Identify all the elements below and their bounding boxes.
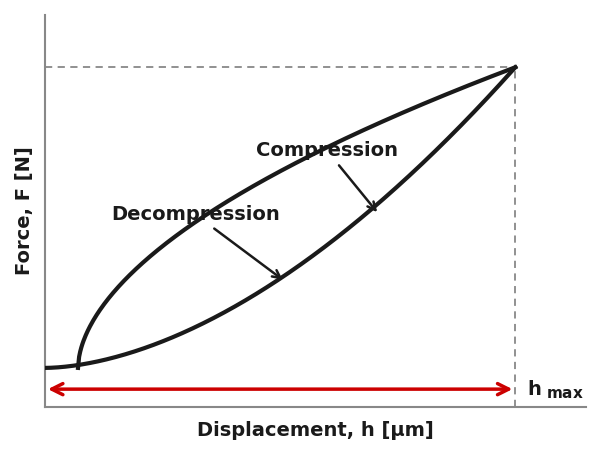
Text: Decompression: Decompression: [111, 205, 280, 278]
Y-axis label: Force, F [N]: Force, F [N]: [15, 147, 34, 275]
Text: $\mathbf{h}$: $\mathbf{h}$: [527, 379, 541, 399]
Text: Compression: Compression: [256, 142, 398, 210]
Text: $\mathbf{max}$: $\mathbf{max}$: [546, 385, 583, 400]
X-axis label: Displacement, h [μm]: Displacement, h [μm]: [197, 421, 434, 440]
